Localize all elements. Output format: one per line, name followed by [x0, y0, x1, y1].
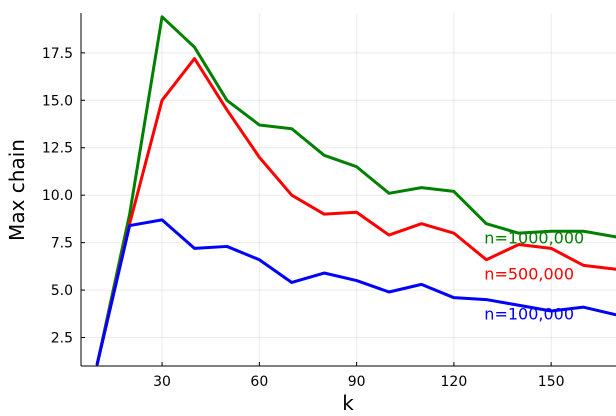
- y-tick-label: 2.5: [51, 331, 73, 347]
- series: [95, 15, 616, 366]
- x-axis-title: k: [342, 391, 354, 415]
- x-tick-label: 90: [348, 374, 366, 390]
- series-label: n=100,000: [484, 305, 574, 324]
- series-line: [95, 57, 616, 366]
- y-tick-label: 10.0: [42, 188, 73, 204]
- series-line: [95, 15, 616, 366]
- axes: [80, 13, 616, 367]
- y-tick-label: 7.5: [51, 236, 73, 252]
- series-line: [95, 218, 616, 366]
- y-tick-label: 17.5: [42, 46, 73, 62]
- x-tick-label: 120: [441, 374, 468, 390]
- grid: [81, 13, 616, 366]
- series-label: n=500,000: [484, 265, 574, 284]
- series-label: n=1000,000: [484, 229, 584, 248]
- ticks: 30 60 90 120 150 2.5 5.0 7.5 10.0 12.5 15.0 17.5: [42, 46, 565, 390]
- y-tick-label: 15.0: [42, 93, 73, 109]
- x-tick-label: 150: [538, 374, 565, 390]
- series-labels: n=1000,000 n=500,000 n=100,000: [484, 229, 584, 324]
- y-tick-label: 5.0: [51, 283, 73, 299]
- y-axis-title: Max chain: [5, 139, 29, 241]
- x-tick-label: 60: [250, 374, 268, 390]
- x-tick-label: 30: [153, 374, 171, 390]
- y-tick-label: 12.5: [42, 141, 73, 157]
